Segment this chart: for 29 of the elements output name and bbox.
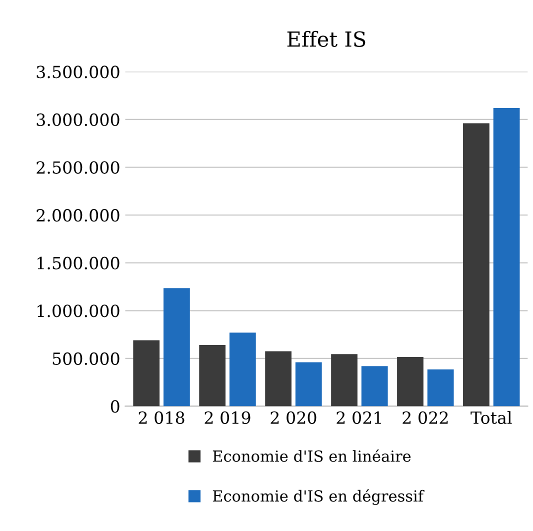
y-tick-label: 3.000.000 — [36, 113, 120, 126]
x-tick-label: 2 020 — [270, 411, 316, 424]
bar — [164, 288, 190, 406]
y-tick-label: 3.500.000 — [36, 66, 120, 78]
y-tick-label: 1.500.000 — [38, 256, 120, 270]
y-tick-label: 2.000.000 — [36, 209, 120, 222]
bar — [331, 354, 358, 406]
bar — [463, 123, 490, 406]
bar — [295, 362, 322, 406]
x-tick-label: 2 021 — [336, 411, 381, 424]
x-tick-label: 2 022 — [402, 411, 448, 424]
x-tick-label: 2 018 — [138, 411, 184, 424]
bar — [265, 351, 292, 406]
x-tick-label: Total — [470, 411, 512, 424]
bar — [199, 345, 226, 406]
legend-label: Economie d'IS en dégressif — [212, 489, 424, 505]
y-tick-label: 2.500.000 — [36, 161, 120, 174]
bar — [427, 369, 454, 406]
x-tick-label: 2 019 — [204, 411, 250, 424]
legend-label: Economie d'IS en linéaire — [212, 449, 411, 462]
bar — [229, 332, 256, 406]
y-tick-label: 0 — [110, 400, 120, 413]
bar — [397, 356, 424, 406]
bar — [361, 366, 388, 406]
chart-title: Effet IS — [287, 30, 366, 47]
y-tick-label: 1.000.000 — [38, 304, 120, 318]
y-tick-label: 500.000 — [52, 352, 120, 365]
bar — [133, 340, 160, 406]
bar — [493, 108, 520, 406]
